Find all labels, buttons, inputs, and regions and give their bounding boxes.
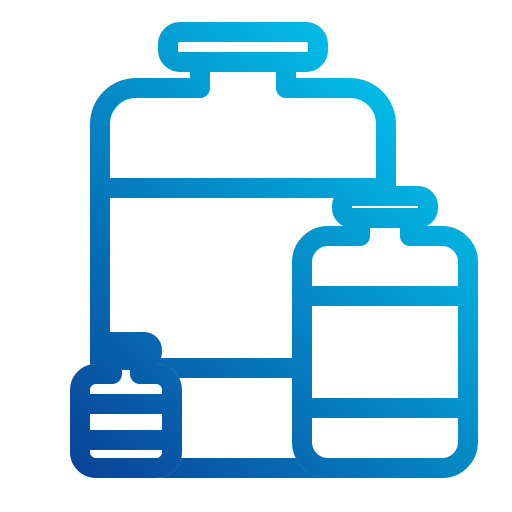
medicine-bottles-icon xyxy=(0,0,512,512)
